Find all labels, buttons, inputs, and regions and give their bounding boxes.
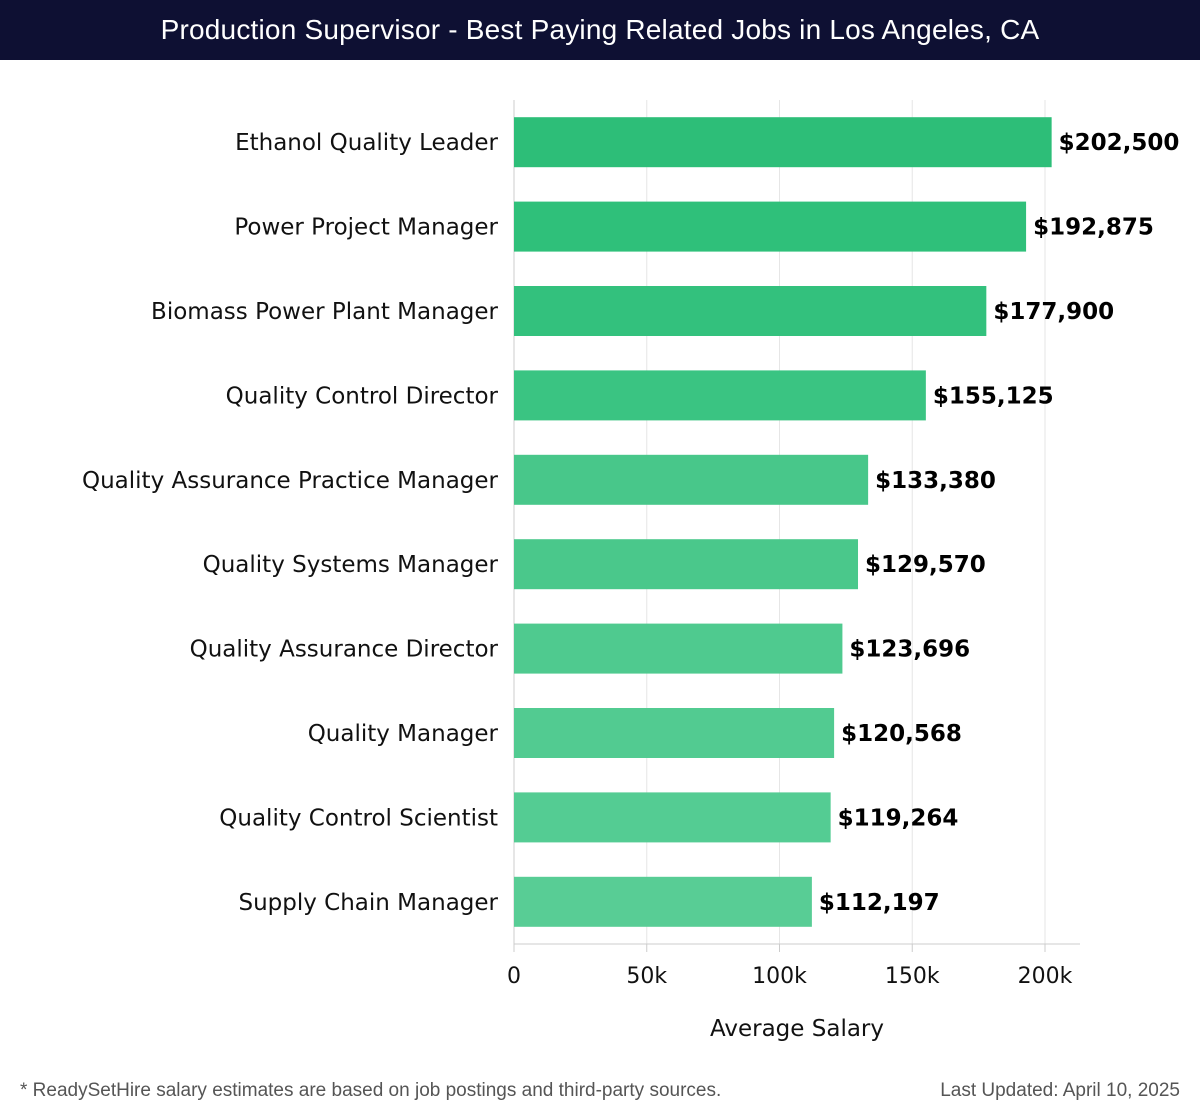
last-updated: Last Updated: April 10, 2025 [940, 1080, 1180, 1101]
bar [514, 117, 1052, 168]
bar [514, 708, 835, 758]
bar [514, 876, 812, 927]
category-label: Supply Chain Manager [238, 890, 498, 916]
category-label: Quality Manager [308, 721, 499, 747]
category-label: Quality Control Scientist [219, 805, 498, 831]
data-label: $192,875 [1033, 215, 1154, 241]
bar-chart: 0 50k 100k 150k 200k Ethanol Quality Leader $2… [82, 100, 1180, 1042]
bar [514, 792, 831, 843]
data-label: $112,197 [819, 890, 940, 916]
category-label: Power Project Manager [234, 215, 498, 241]
data-label: $129,570 [865, 552, 986, 578]
bar [514, 539, 859, 590]
data-label: $202,500 [1059, 130, 1180, 156]
data-label: $133,380 [875, 468, 996, 494]
x-tick-label: 100k [752, 964, 807, 989]
bar [514, 454, 869, 505]
data-label: $123,696 [849, 637, 970, 663]
category-label: Quality Assurance Director [190, 637, 499, 663]
footer-note: * ReadySetHire salary estimates are base… [20, 1080, 722, 1101]
x-tick-label: 0 [507, 964, 521, 989]
bar [514, 370, 926, 421]
category-label: Quality Assurance Practice Manager [82, 468, 499, 494]
x-tick-label: 150k [885, 964, 940, 989]
x-tick-label: 200k [1018, 964, 1073, 989]
data-label: $155,125 [933, 383, 1054, 409]
x-axis-title: Average Salary [710, 1016, 884, 1042]
data-label: $120,568 [841, 721, 962, 747]
chart-title: Production Supervisor - Best Paying Rela… [0, 0, 1200, 60]
category-label: Biomass Power Plant Manager [151, 299, 498, 325]
x-tick-label: 50k [626, 964, 667, 989]
bar [514, 201, 1027, 252]
category-label: Quality Systems Manager [203, 552, 499, 578]
bar [514, 286, 987, 336]
category-label: Quality Control Director [226, 383, 499, 409]
data-label: $119,264 [838, 805, 959, 831]
data-label: $177,900 [993, 299, 1114, 325]
category-label: Ethanol Quality Leader [235, 130, 498, 156]
bar [514, 623, 843, 674]
